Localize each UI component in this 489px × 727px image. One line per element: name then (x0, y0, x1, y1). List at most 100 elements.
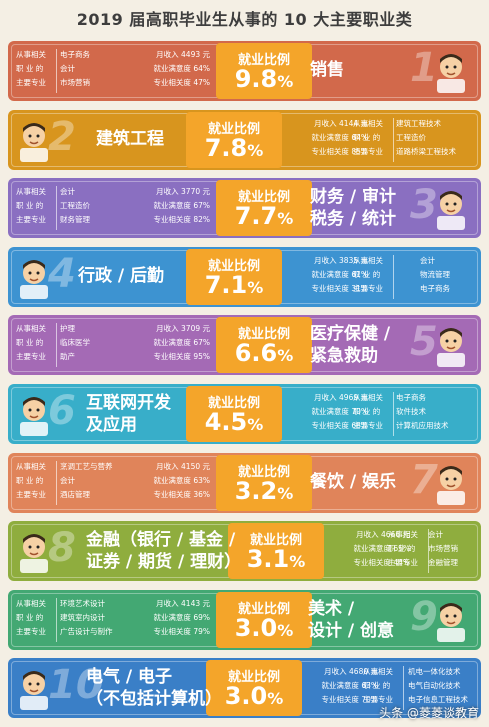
ratio-number: 3.0 (224, 682, 268, 711)
ratio-badge: 就业比例 9.8% (216, 43, 312, 99)
majors-list: 烹调工艺与营养 会计 酒店管理 (60, 460, 113, 502)
divider (56, 460, 57, 505)
job-satisfaction: 就业满意度 64% (311, 132, 368, 142)
career-row: 从事相关职 业 的主要专业 护理 临床医学 助产 月收入 3709 元就业满意度 67%… (8, 315, 481, 376)
category-line: 财务 / 审计 (310, 187, 397, 208)
major-item: 电子信息工程技术 (408, 695, 468, 705)
divider (393, 392, 394, 436)
major-label-line: 职 业 的 (353, 132, 381, 142)
major-label-line: 从事相关 (16, 187, 46, 197)
category-line: 行政 / 后勤 (78, 265, 165, 286)
career-row: 从事相关职 业 的主要专业 会计 市场营销 金融管理 月收入 4666 元就业满意度 6… (8, 521, 481, 582)
career-row: 从事相关职 业 的主要专业 电子商务 软件技术 计算机应用技术 月收入 4969 元就业… (8, 384, 481, 444)
majors-list: 护理 临床医学 助产 (60, 322, 90, 364)
percent-sign: % (267, 689, 284, 709)
major-item: 酒店管理 (60, 489, 90, 499)
percent-sign: % (277, 346, 294, 366)
major-item: 会计 (428, 530, 443, 540)
job-satisfaction: 就业满意度 61% (311, 269, 368, 279)
category-line: 医疗保健 / (310, 324, 391, 345)
major-item: 会计 (60, 475, 75, 485)
ratio-badge: 就业比例 3.1% (226, 523, 326, 580)
major-label-line: 从事相关 (353, 255, 383, 265)
ratio-label: 就业比例 (237, 327, 290, 343)
rank-number: 5 (410, 319, 438, 366)
person-illustration (433, 49, 469, 93)
major-label: 从事相关职 业 的主要专业 (388, 528, 424, 570)
major-item: 软件技术 (396, 407, 426, 416)
ratio-value: 7.7% (214, 202, 314, 230)
ratio-number: 7.7 (234, 202, 278, 231)
ratio-value: 7.1% (184, 271, 284, 299)
ratio-value: 3.0% (214, 614, 314, 642)
divider (56, 186, 57, 231)
major-item: 会计 (60, 64, 75, 73)
majors-list: 会计 物流管理 电子商务 (420, 254, 450, 296)
person-illustration (16, 666, 52, 711)
category-name: 医疗保健 / 紧急救助 (310, 323, 390, 367)
ratio-value: 4.5% (184, 408, 284, 436)
stats-block: 月收入 3709 元就业满意度 67% 专业相关度 95% (120, 322, 210, 364)
major-label-line: 主要专业 (16, 626, 46, 636)
category-line: 及应用 (86, 415, 137, 435)
ratio-badge: 就业比例 7.7% (214, 180, 314, 237)
career-row: 从事相关职 业 的主要专业 建筑工程技术 工程造价 道路桥梁工程技术 月收入 4144 … (8, 109, 481, 170)
rank-number: 8 (48, 525, 76, 572)
monthly-income: 月收入 4144 元 (314, 118, 368, 128)
major-label-line: 从事相关 (16, 461, 46, 471)
monthly-income: 月收入 4680 元 (324, 667, 378, 677)
percent-sign: % (289, 552, 306, 572)
ratio-badge: 就业比例 3.0% (206, 660, 302, 717)
career-row: 从事相关职 业 的主要专业 环境艺术设计 建筑室内设计 广告设计与制作 月收入 4143… (8, 589, 481, 650)
ratio-number: 6.6 (234, 339, 278, 368)
category-name: 美术 / 设计 / 创意 (308, 598, 394, 642)
ratio-badge: 就业比例 7.1% (184, 248, 284, 305)
major-label-line: 主要专业 (16, 78, 46, 87)
monthly-income: 月收入 4493 元 (156, 50, 210, 59)
major-item: 临床医学 (60, 338, 90, 348)
major-label: 从事相关职 业 的主要专业 (16, 322, 52, 364)
ratio-value: 3.1% (226, 545, 326, 573)
major-item: 财务管理 (60, 215, 90, 225)
rank-number: 1 (410, 45, 438, 91)
monthly-income: 月收入 4666 元 (356, 530, 410, 540)
percent-sign: % (277, 620, 294, 640)
person-illustration (16, 392, 52, 436)
ratio-label: 就业比例 (207, 121, 260, 137)
ratio-number: 7.8 (204, 133, 248, 162)
ratio-badge: 就业比例 3.2% (216, 454, 312, 511)
major-label-line: 职 业 的 (16, 338, 44, 348)
person-illustration (433, 461, 469, 505)
person-illustration (433, 323, 469, 368)
category-line: 销售 (310, 60, 344, 80)
job-satisfaction: 就业满意度 65% (353, 544, 410, 554)
category-line: 紧急救助 (310, 346, 378, 367)
major-relevance: 专业相关度 85% (311, 146, 368, 156)
major-relevance: 专业相关度 44% (353, 558, 410, 568)
category-line: 税务 / 统计 (310, 209, 397, 230)
monthly-income: 月收入 3709 元 (156, 324, 210, 334)
divider (403, 666, 404, 711)
job-satisfaction: 就业满意度 64% (153, 64, 210, 73)
major-item: 工程造价 (60, 201, 90, 211)
stats-block: 月收入 3770 元就业满意度 67% 专业相关度 82% (120, 185, 210, 227)
career-row: 从事相关职 业 的主要专业 机电一体化技术 电气自动化技术 电子信息工程技术 月收入 4… (8, 658, 481, 719)
major-item: 建筑室内设计 (60, 612, 105, 622)
major-label-line: 从事相关 (16, 598, 46, 608)
person-illustration (433, 186, 469, 231)
ratio-value: 7.8% (184, 134, 284, 162)
category-line: 建筑工程 (96, 128, 164, 149)
major-item: 广告设计与制作 (60, 626, 113, 636)
career-row: 从事相关职 业 的主要专业 烹调工艺与营养 会计 酒店管理 月收入 4150 元就业满意… (8, 452, 481, 513)
job-satisfaction: 就业满意度 69% (153, 612, 210, 622)
percent-sign: % (277, 483, 294, 503)
ratio-badge: 就业比例 6.6% (216, 317, 312, 374)
major-relevance: 专业相关度 36% (153, 489, 210, 499)
major-relevance: 专业相关度 82% (153, 215, 210, 225)
major-relevance: 专业相关度 70% (321, 695, 378, 705)
major-relevance: 专业相关度 31% (311, 283, 368, 293)
monthly-income: 月收入 3770 元 (156, 187, 210, 197)
stats-block: 月收入 4144 元就业满意度 64% 专业相关度 85% (278, 117, 368, 159)
major-label-line: 职 业 的 (16, 475, 44, 485)
major-item: 机电一体化技术 (408, 667, 461, 677)
